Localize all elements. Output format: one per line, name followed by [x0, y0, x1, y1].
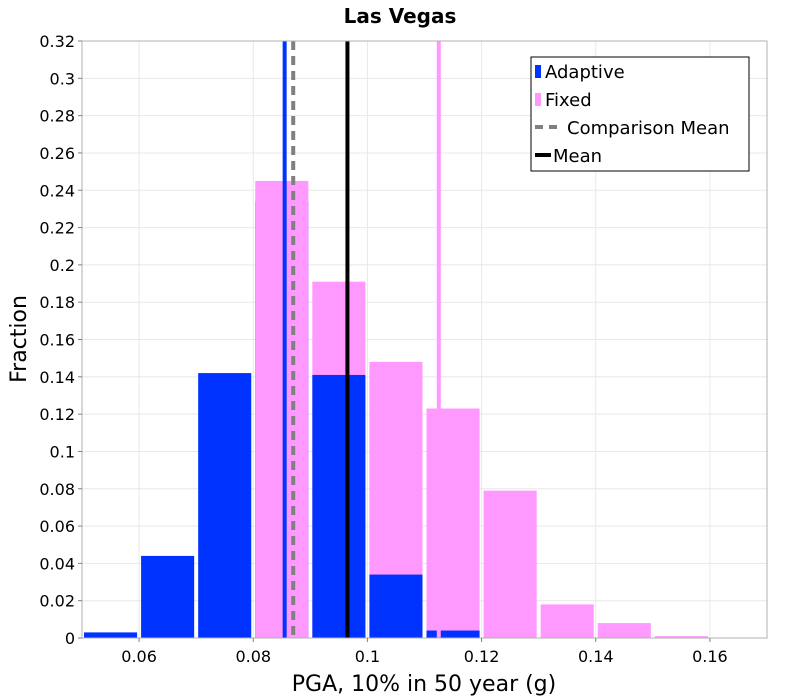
y-axis-ticks: 0 0.02 0.04 0.06 0.08 0.1 0.12 0.14 0.16 0.18 0.2 0…: [39, 32, 82, 648]
bar-adaptive: [312, 374, 366, 638]
x-tick-label: 0.06: [121, 647, 157, 666]
y-tick-label: 0.24: [39, 181, 75, 200]
y-tick-label: 0.08: [39, 480, 75, 499]
bars: [84, 180, 708, 638]
y-tick-label: 0.2: [50, 256, 75, 275]
bar-adaptive: [84, 632, 138, 638]
y-tick-label: 0.32: [39, 32, 75, 51]
y-tick-label: 0.16: [39, 331, 75, 350]
bar-adaptive: [141, 555, 195, 638]
mean-lines: [282, 41, 441, 638]
y-tick-label: 0.04: [39, 554, 75, 573]
legend-box: [530, 56, 750, 172]
y-tick-label: 0.26: [39, 144, 75, 163]
bar-fixed: [255, 180, 309, 638]
y-tick-label: 0.3: [50, 69, 75, 88]
y-tick-label: 0.14: [39, 368, 75, 387]
x-tick-label: 0.12: [464, 647, 500, 666]
legend: Adaptive Fixed Comparison Mean Mean: [530, 56, 750, 172]
chart-title: Las Vegas: [344, 4, 457, 28]
legend-label-mean: Mean: [553, 146, 602, 167]
x-tick-label: 0.16: [692, 647, 728, 666]
x-tick-label: 0.08: [235, 647, 271, 666]
y-axis-label: Fraction: [7, 295, 32, 383]
y-tick-label: 0.18: [39, 293, 75, 312]
bar-adaptive: [198, 373, 252, 638]
y-tick-label: 0.28: [39, 107, 75, 126]
legend-label-adaptive: Adaptive: [545, 62, 625, 83]
x-axis-label: PGA, 10% in 50 year (g): [292, 672, 556, 697]
bar-fixed: [597, 623, 651, 638]
y-tick-label: 0: [65, 629, 75, 648]
bar-fixed: [426, 408, 480, 638]
bar-adaptive: [369, 574, 423, 638]
bar-adaptive: [426, 630, 480, 638]
y-tick-label: 0.1: [50, 442, 75, 461]
legend-swatch-fixed: [535, 93, 541, 106]
bar-fixed: [654, 636, 708, 638]
y-tick-label: 0.02: [39, 592, 75, 611]
x-axis-ticks: 0.06 0.08 0.1 0.12 0.14 0.16: [121, 638, 728, 666]
bar-fixed: [540, 604, 594, 638]
y-tick-label: 0.12: [39, 405, 75, 424]
x-tick-label: 0.1: [355, 647, 380, 666]
x-tick-label: 0.14: [578, 647, 614, 666]
legend-label-fixed: Fixed: [545, 90, 592, 111]
legend-swatch-adaptive: [535, 65, 541, 78]
legend-label-comparison-mean: Comparison Mean: [567, 118, 730, 139]
y-tick-label: 0.22: [39, 219, 75, 238]
bar-fixed: [483, 490, 537, 638]
y-tick-label: 0.06: [39, 517, 75, 536]
